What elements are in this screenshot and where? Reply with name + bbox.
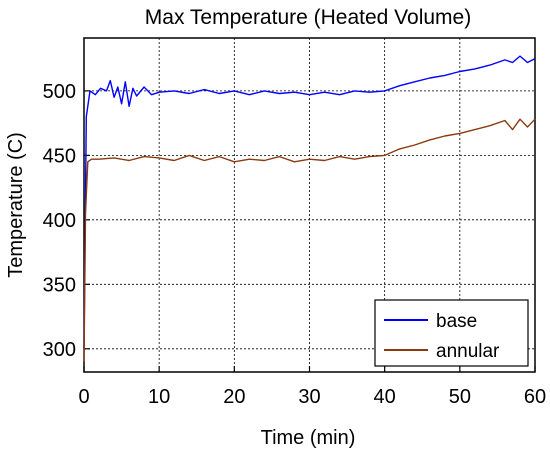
y-tick-label-450: 450 (43, 145, 76, 167)
x-tick-label-0: 0 (78, 386, 89, 408)
series-line-annular (83, 118, 536, 362)
x-axis-label: Time (min) (261, 427, 356, 449)
legend-label-base: base (436, 311, 477, 332)
x-tick-label-10: 10 (148, 386, 170, 408)
axis-ticks: 0 10 20 30 40 50 60 300 350 400 450 500 (43, 81, 547, 408)
x-tick-label-60: 60 (524, 386, 546, 408)
legend-label-annular: annular (436, 341, 500, 362)
y-tick-label-500: 500 (43, 81, 76, 103)
legend: base annular (374, 299, 529, 367)
y-tick-label-400: 400 (43, 210, 76, 232)
grid (83, 38, 536, 372)
series-line-base (83, 55, 536, 349)
y-tick-label-300: 300 (43, 339, 76, 361)
legend-box (374, 299, 529, 367)
y-axis-label: Temperature (C) (5, 132, 27, 278)
series-lines (83, 55, 536, 362)
y-tick-label-350: 350 (43, 274, 76, 296)
x-tick-label-20: 20 (223, 386, 245, 408)
x-tick-label-30: 30 (298, 386, 320, 408)
x-tick-label-40: 40 (374, 386, 396, 408)
x-tick-label-50: 50 (449, 386, 471, 408)
chart-title: Max Temperature (Heated Volume) (145, 6, 471, 29)
